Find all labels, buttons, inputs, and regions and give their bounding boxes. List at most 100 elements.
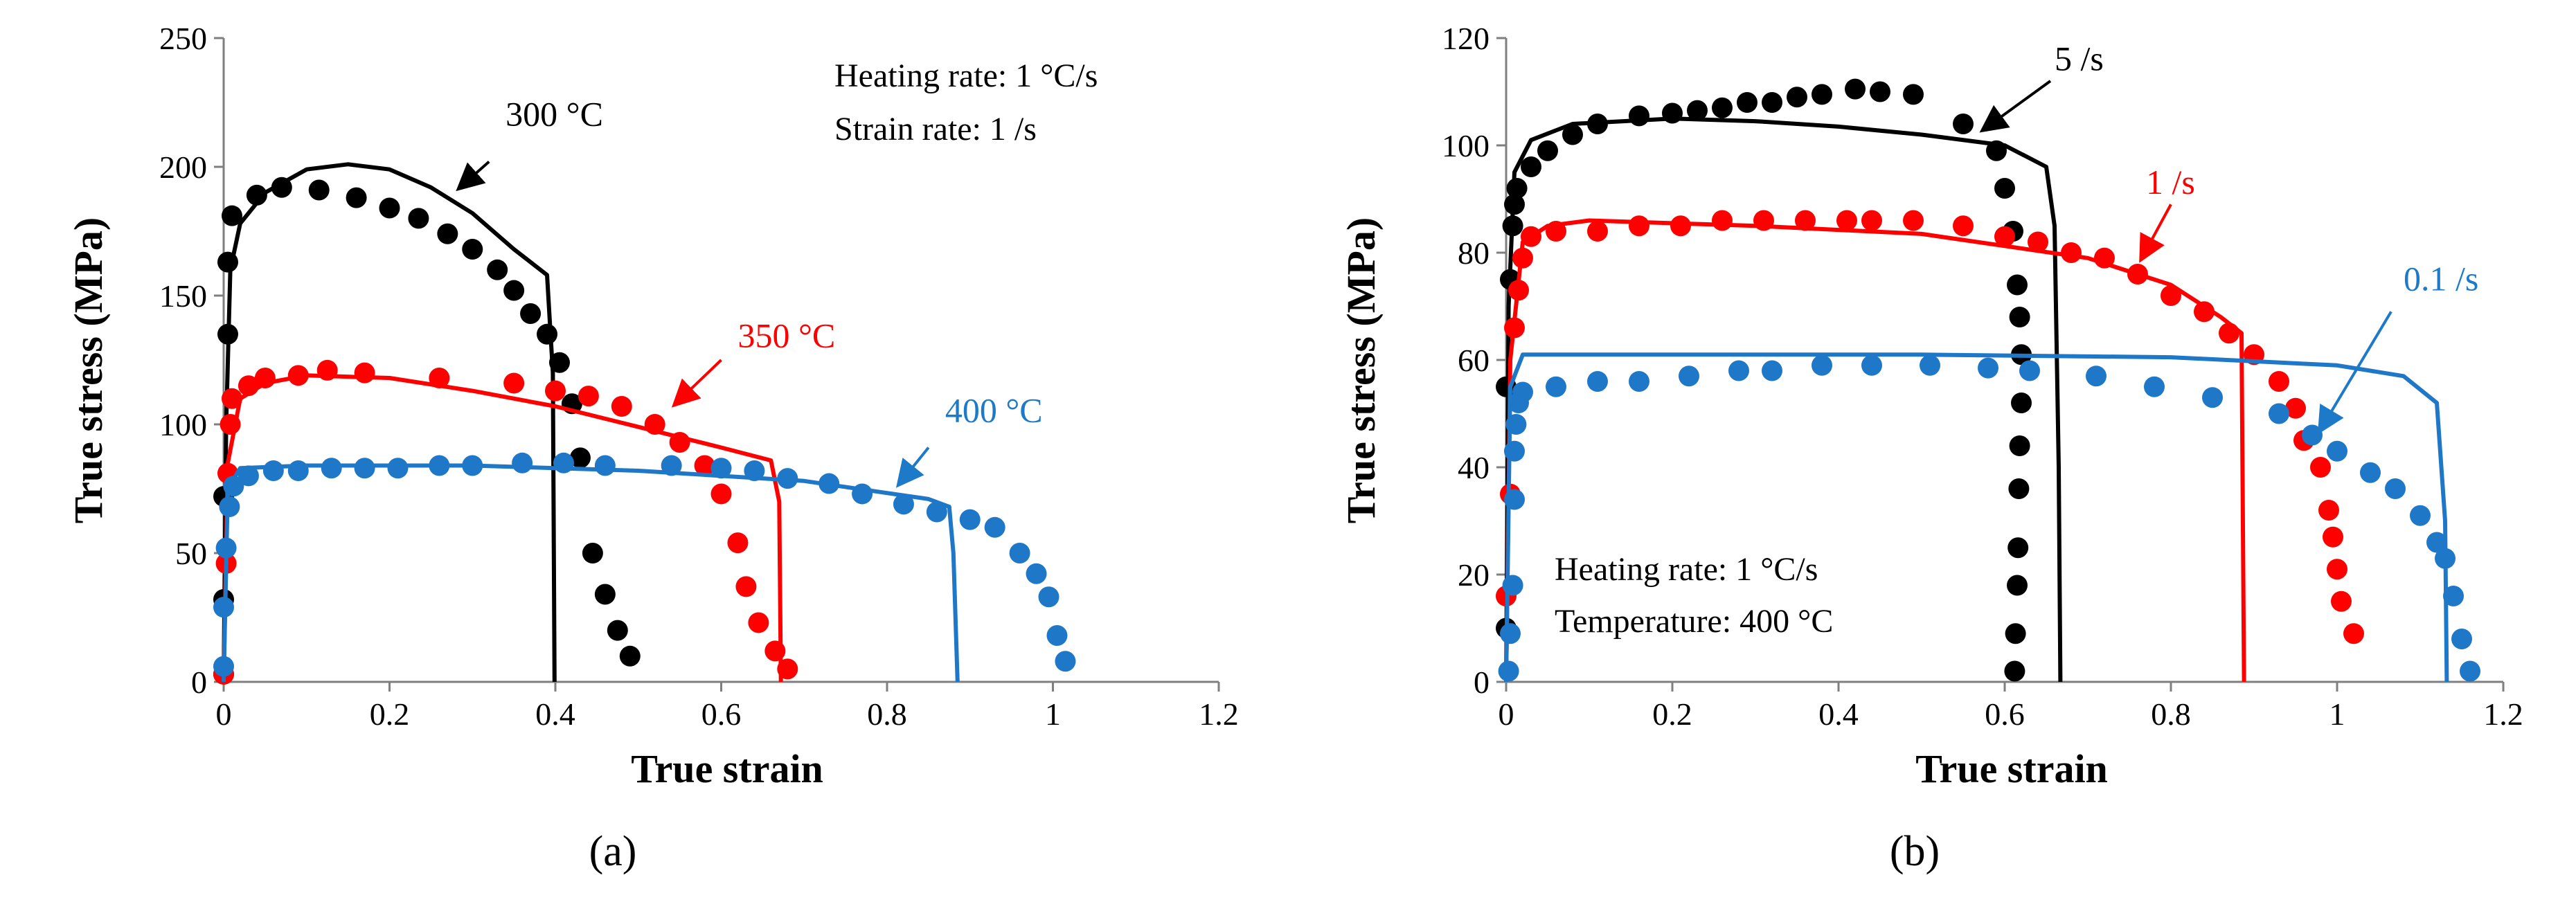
panel-b: Heating rate: 1 °C/s Temperature: 400 °C… xyxy=(1339,21,2523,875)
panel-a-300-c-experimental-point xyxy=(607,620,628,641)
panel-b-5-s-experimental-point xyxy=(1737,92,1757,113)
panel-a-350-c-experimental-point xyxy=(503,372,525,394)
panel-b-series-5-s xyxy=(1496,78,2063,683)
panel-b-0-1-s-experimental-point xyxy=(2426,532,2447,553)
panel-a-400-c-experimental-point xyxy=(926,501,947,523)
panel-b-0-1-s-experimental-point xyxy=(2443,586,2464,606)
panel-a-400-c-experimental-point xyxy=(1026,563,1047,584)
panel-a-400-c-experimental-point xyxy=(710,458,732,479)
panel-b-5-s-experimental-point xyxy=(2008,478,2030,499)
panel-b-5-s-experimental-point xyxy=(1687,100,1708,121)
panel-b-5-s-experimental-point xyxy=(1712,97,1733,118)
panel-a-400-c-experimental-point xyxy=(238,465,259,487)
panel-b-0-1-s-experimental-point xyxy=(2327,440,2347,462)
panel-b-0-1-s-experimental-point xyxy=(1978,357,1998,379)
panel-b-x-tick-label: 0.6 xyxy=(1985,696,2025,732)
panel-b-x-tick-label: 1.2 xyxy=(2483,696,2523,732)
panel-a-300-c-experimental-point xyxy=(379,197,400,219)
panel-a-300-c-experimental-point xyxy=(462,239,483,260)
panel-a-x-tick-label: 0.8 xyxy=(867,696,907,732)
panel-b-1-s-experimental-point xyxy=(1903,210,1924,231)
panel-a-300-c-experimental-point xyxy=(408,208,429,229)
panel-b-y-tick-label: 20 xyxy=(1458,557,1490,593)
panel-a-350-c-experimental-point xyxy=(710,483,732,505)
panel-a-400-c-experimental-point xyxy=(959,509,981,530)
panel-a-400-c-experimental-point xyxy=(984,516,1005,538)
panel-b-label-arrow-0-1-s xyxy=(2317,311,2392,435)
panel-a-300-c-experimental-point xyxy=(569,447,591,469)
panel-a-series-350-c xyxy=(213,359,798,685)
panel-b-y-tick-label: 80 xyxy=(1458,235,1490,271)
panel-b-5-s-experimental-point xyxy=(2007,274,2028,296)
panel-b-1-s-experimental-point xyxy=(1836,210,1857,231)
panel-b-0-1-s-experimental-point xyxy=(2019,360,2040,381)
panel-b-5-s-experimental-point xyxy=(2009,435,2030,456)
panel-a-x-tick-label: 1.2 xyxy=(1199,696,1239,732)
panel-b-5-s-experimental-point xyxy=(2004,660,2025,682)
panel-b-1-s-experimental-point xyxy=(2310,457,2331,478)
panel-b-1-s-experimental-point xyxy=(1712,210,1733,231)
panel-a-series-300-c xyxy=(213,162,641,685)
panel-a-x-tick-label: 1 xyxy=(1045,696,1061,732)
panel-b-5-s-experimental-point xyxy=(2011,393,2032,413)
panel-b-5-s-experimental-point xyxy=(1629,105,1649,127)
panel-b-1-s-experimental-point xyxy=(2028,231,2048,253)
panel-b-series-label-1-s: 1 /s xyxy=(2146,163,2195,201)
panel-b-0-1-s-experimental-point xyxy=(1861,354,1882,376)
panel-a-350-c-experimental-point xyxy=(578,386,599,407)
panel-b-0-1-s-experimental-point xyxy=(2360,462,2381,483)
panel-b-1-s-experimental-point xyxy=(1994,226,2015,247)
panel-b-5-s-experimental-point xyxy=(1845,78,1866,100)
panel-b-y-tick-label: 120 xyxy=(1442,21,1490,56)
panel-a-350-c-experimental-point xyxy=(611,395,632,417)
panel-a-400-c-experimental-point xyxy=(512,452,533,473)
panel-a-300-c-simulated-line xyxy=(222,162,557,683)
panel-b-1-s-experimental-point xyxy=(2285,397,2306,419)
panel-a-400-c-experimental-point xyxy=(1038,586,1059,608)
panel-a-400-c-experimental-point xyxy=(1009,543,1030,563)
panel-b-x-tick-label: 1 xyxy=(2329,696,2345,732)
panel-b-y-tick-label: 40 xyxy=(1458,450,1490,485)
panel-b-1-s-experimental-point xyxy=(2323,526,2343,548)
panel-a-350-c-experimental-point xyxy=(727,532,749,554)
panel-a-x-tick-label: 0.4 xyxy=(535,696,575,732)
panel-b-x-tick-label: 0 xyxy=(1499,696,1514,732)
panel-b-0-1-s-experimental-point xyxy=(2451,629,2472,649)
panel-b-x-tick-label: 0.4 xyxy=(1818,696,1859,732)
panel-b-5-s-experimental-point xyxy=(2007,575,2028,596)
panel-a-400-c-experimental-point xyxy=(262,460,284,481)
panel-b-1-s-experimental-point xyxy=(2194,301,2215,323)
panel-b-0-1-s-experimental-point xyxy=(2269,403,2289,424)
panel-a-400-c-experimental-point xyxy=(287,460,309,481)
panel-b-label-arrow-1-s xyxy=(2139,204,2172,263)
panel-a-300-c-experimental-point xyxy=(346,187,367,208)
panel-b-y-tick-label: 0 xyxy=(1474,665,1490,700)
panel-b-0-1-s-experimental-point xyxy=(1546,376,1566,397)
panel-b-5-s-experimental-point xyxy=(1903,84,1924,105)
panel-b-y-axis-title: True stress (MPa) xyxy=(1339,217,1384,523)
panel-a-series-label-300-c: 300 °C xyxy=(506,94,603,133)
panel-b-0-1-s-experimental-point xyxy=(2460,660,2480,682)
panel-b-x-axis-title: True strain xyxy=(1915,746,2108,791)
panel-a-350-c-experimental-point xyxy=(735,576,757,597)
panel-a-300-c-experimental-point xyxy=(308,179,330,201)
panel-b-5-s-experimental-point xyxy=(1562,124,1583,145)
panel-b-5-s-experimental-point xyxy=(2009,307,2030,327)
panel-b-5-s-experimental-point xyxy=(1537,140,1558,161)
panel-b-y-tick-label: 100 xyxy=(1442,128,1490,163)
panel-a-y-tick-label: 200 xyxy=(159,150,207,185)
panel-b-0-1-s-experimental-point xyxy=(2202,387,2223,408)
panel-b-0-1-s-experimental-point xyxy=(1812,354,1832,376)
panel-b-series-label-5-s: 5 /s xyxy=(2055,39,2104,78)
panel-b-1-s-experimental-point xyxy=(1795,210,1816,231)
panel-a-350-c-simulated-line xyxy=(222,373,783,683)
panel-a-series-label-350-c: 350 °C xyxy=(737,316,835,354)
panel-a-annotation-strain-rate: Strain rate: 1 /s xyxy=(834,111,1037,147)
panel-b-0-1-s-experimental-point xyxy=(2086,366,2107,387)
panel-a-y-tick-label: 150 xyxy=(159,278,207,314)
panel-a-400-c-experimental-point xyxy=(1055,651,1076,672)
panel-a-x-tick-label: 0.6 xyxy=(701,696,742,732)
panel-a-350-c-experimental-point xyxy=(694,455,715,476)
